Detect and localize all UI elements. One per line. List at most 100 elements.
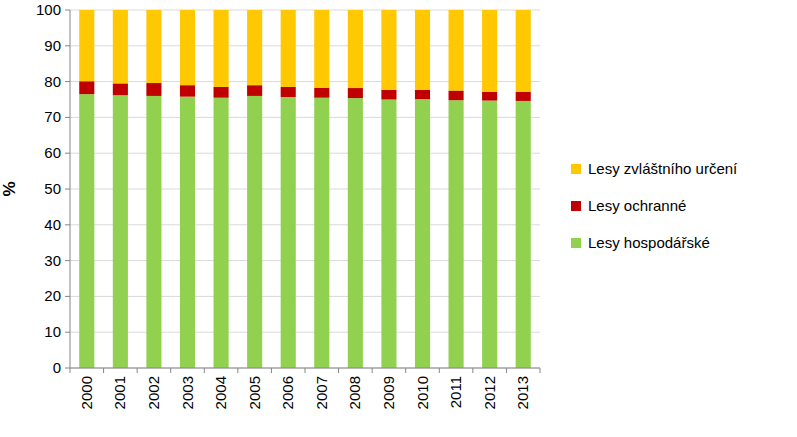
bar-segment — [247, 10, 262, 85]
y-tick-label: 50 — [44, 180, 61, 197]
grid-line — [70, 189, 540, 190]
y-tick-label: 0 — [53, 359, 61, 376]
y-tick — [65, 368, 70, 369]
y-tick — [65, 45, 70, 46]
bars — [79, 10, 531, 368]
y-tick-label: 10 — [44, 323, 61, 340]
y-tick-label: 100 — [36, 1, 61, 18]
x-tick-label: 2005 — [246, 376, 263, 409]
y-tick — [65, 189, 70, 190]
y-tick-label: 80 — [44, 73, 61, 90]
x-tick — [103, 368, 104, 373]
legend-swatch — [571, 164, 581, 174]
x-tick — [271, 368, 272, 373]
x-tick-label: 2009 — [380, 376, 397, 409]
y-tick — [65, 81, 70, 82]
grid-line — [70, 117, 540, 118]
y-tick-label: 70 — [44, 108, 61, 125]
legend-swatch — [571, 238, 581, 248]
x-tick-label: 2000 — [78, 376, 95, 409]
x-tick — [170, 368, 171, 373]
y-tick-label: 30 — [44, 252, 61, 269]
bar-segment — [415, 99, 430, 368]
y-axis-label: % — [0, 181, 19, 196]
bar-segment — [348, 88, 363, 98]
y-axis — [70, 10, 71, 368]
bar-segment — [482, 10, 497, 92]
bar-segment — [314, 98, 329, 368]
legend-label: Lesy ochranné — [588, 197, 686, 214]
x-tick — [70, 368, 71, 373]
x-tick-label: 2006 — [279, 376, 296, 409]
bar-segment — [449, 100, 464, 368]
x-tick — [338, 368, 339, 373]
bar-segment — [516, 92, 531, 101]
bar-segment — [449, 91, 464, 101]
x-tick-label: 2011 — [447, 376, 464, 408]
x-tick — [204, 368, 205, 373]
bar-segment — [214, 87, 229, 98]
bar-segment — [247, 96, 262, 368]
bar-segment — [113, 10, 128, 83]
y-tick — [65, 117, 70, 118]
bar-segment — [348, 98, 363, 368]
bar-segment — [214, 98, 229, 368]
bar-segment — [482, 92, 497, 101]
bar-segment — [146, 96, 161, 368]
bar-segment — [180, 85, 195, 96]
x-tick-label: 2002 — [145, 376, 162, 409]
bar-segment — [381, 90, 396, 100]
grid-line — [70, 81, 540, 82]
grid-line — [70, 296, 540, 297]
bar-segment — [415, 90, 430, 99]
y-tick-label: 40 — [44, 216, 61, 233]
bar-segment — [146, 83, 161, 96]
y-tick — [65, 260, 70, 261]
grid-line — [70, 153, 540, 154]
x-tick — [540, 368, 541, 373]
x-tick-label: 2007 — [313, 376, 330, 409]
grid-line — [70, 45, 540, 46]
bar-segment — [314, 10, 329, 88]
bar-segment — [79, 81, 94, 94]
grid-line — [70, 260, 540, 261]
x-tick — [137, 368, 138, 373]
x-tick-label: 2013 — [514, 376, 531, 409]
bar-segment — [415, 10, 430, 90]
bar-segment — [281, 97, 296, 368]
y-tick — [65, 153, 70, 154]
bar-segment — [314, 88, 329, 98]
x-tick-label: 2004 — [212, 376, 229, 409]
bar-segment — [214, 10, 229, 87]
bar-segment — [449, 10, 464, 91]
bar-segment — [348, 10, 363, 88]
y-tick-label: 60 — [44, 144, 61, 161]
x-tick — [305, 368, 306, 373]
x-tick — [372, 368, 373, 373]
chart: 0102030405060708090100200020012002200320… — [0, 0, 797, 437]
legend: Lesy zvláštního určeníLesy ochrannéLesy … — [571, 160, 738, 251]
x-tick — [405, 368, 406, 373]
x-tick-label: 2012 — [481, 376, 498, 409]
legend-label: Lesy hospodářské — [588, 234, 710, 251]
bar-segment — [516, 101, 531, 368]
x-tick — [472, 368, 473, 373]
bar-segment — [113, 83, 128, 95]
bar-segment — [381, 100, 396, 369]
x-tick-label: 2003 — [179, 376, 196, 409]
bar-segment — [146, 10, 161, 83]
x-tick-label: 2010 — [414, 376, 431, 409]
grid-line — [70, 10, 540, 11]
bar-segment — [180, 10, 195, 85]
bar-segment — [381, 10, 396, 90]
y-tick-label: 90 — [44, 37, 61, 54]
y-tick — [65, 332, 70, 333]
bar-segment — [281, 87, 296, 97]
bar-segment — [79, 94, 94, 368]
legend-swatch — [571, 201, 581, 211]
y-tick — [65, 224, 70, 225]
x-tick-label: 2001 — [111, 376, 128, 409]
y-tick — [65, 10, 70, 11]
bar-segment — [482, 101, 497, 368]
grid-line — [70, 224, 540, 225]
